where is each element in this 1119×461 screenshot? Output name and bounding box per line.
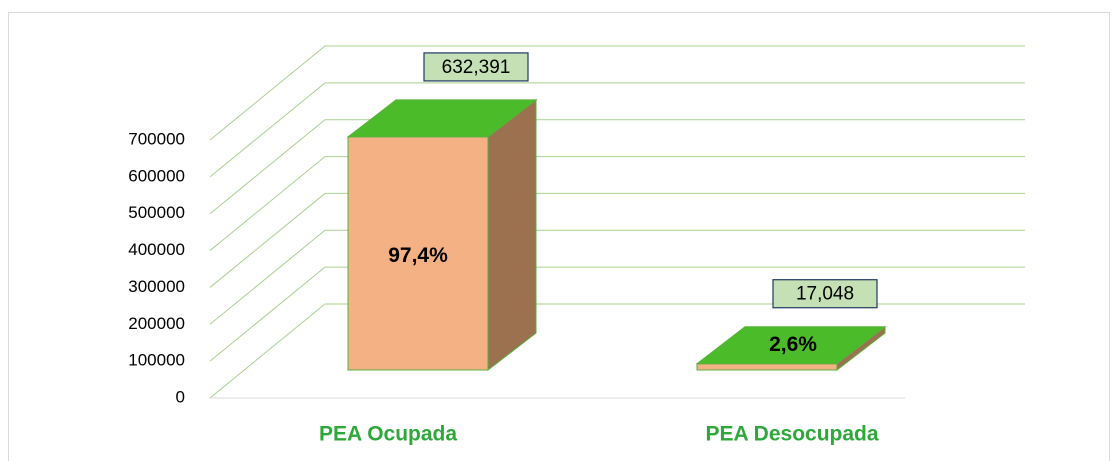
y-tick-label: 500000: [128, 203, 185, 222]
y-tick-label: 300000: [128, 277, 185, 296]
y-tick-label: 100000: [128, 351, 185, 370]
y-tick-label: 400000: [128, 240, 185, 259]
value-label-box: [772, 279, 878, 309]
bar-side: [487, 98, 537, 372]
chart-frame: [8, 12, 1110, 461]
y-tick-label: 0: [176, 387, 185, 406]
percent-label: 97,4%: [388, 244, 448, 267]
y-tick-label: 700000: [128, 129, 185, 148]
value-label-box: [423, 52, 529, 82]
value-label: 17,048: [796, 284, 854, 305]
value-label: 632,391: [442, 57, 511, 78]
bar-front: [696, 363, 838, 371]
grid-line: [209, 156, 1025, 251]
y-tick-label: 600000: [128, 166, 185, 185]
bar-top: [346, 99, 538, 138]
grid-line: [209, 192, 1025, 288]
x-tick-label: PEA Desocupada: [705, 423, 878, 446]
grid-line: [209, 82, 1025, 178]
grid-line: [209, 45, 1025, 141]
x-tick-label: PEA Ocupada: [319, 423, 457, 446]
bar: [695, 325, 887, 372]
grid-line: [209, 266, 1025, 362]
grid-line: [209, 119, 1025, 215]
bar: [346, 98, 538, 372]
grid-line: [209, 229, 1025, 325]
bar-top: [695, 326, 887, 365]
percent-label: 2,6%: [769, 333, 817, 356]
y-tick-label: 200000: [128, 314, 185, 333]
